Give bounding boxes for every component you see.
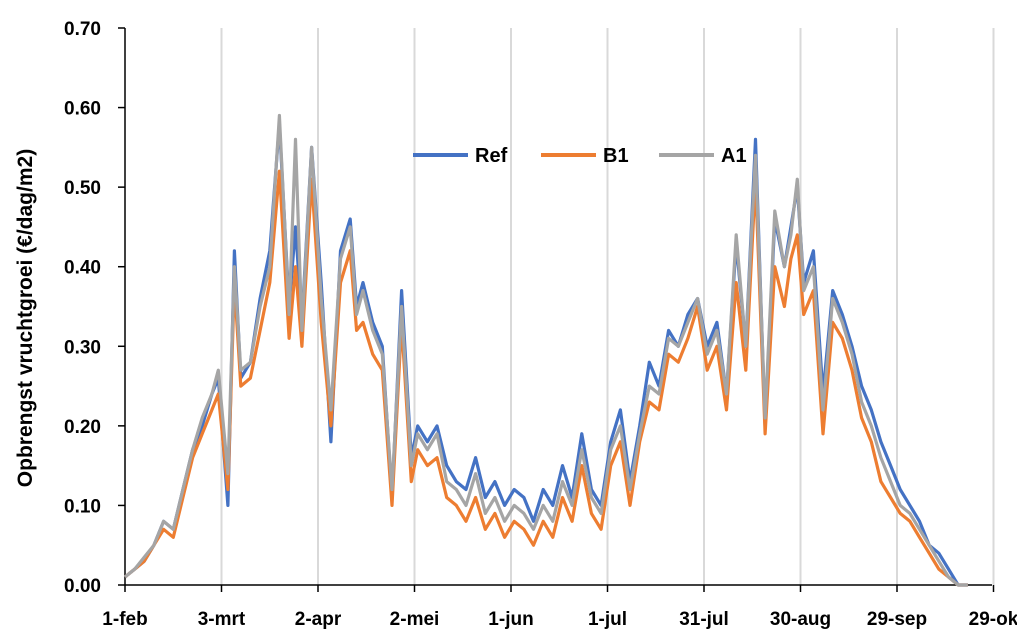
x-tick-label: 29-sep bbox=[867, 609, 927, 630]
y-axis-title: Opbrengst vruchtgroei (€/dag/m2) bbox=[14, 149, 37, 487]
y-tick-label: 0.00 bbox=[64, 576, 101, 597]
legend-label-b1: B1 bbox=[603, 145, 629, 167]
legend: Ref B1 A1 bbox=[413, 145, 747, 167]
x-tick-label: 2-apr bbox=[295, 609, 342, 630]
x-tick-label: 2-mei bbox=[390, 609, 440, 630]
x-tick-label: 3-mrt bbox=[198, 609, 246, 630]
x-tick-label: 1-feb bbox=[102, 609, 147, 630]
y-tick-label: 0.70 bbox=[64, 19, 101, 40]
y-tick-label: 0.30 bbox=[64, 337, 101, 358]
y-tick-label: 0.50 bbox=[64, 178, 101, 199]
y-tick-label: 0.40 bbox=[64, 258, 101, 279]
x-tick-label: 29-ok bbox=[969, 609, 1017, 630]
x-tick-label: 30-aug bbox=[770, 609, 831, 630]
gridlines bbox=[220, 28, 995, 585]
series-line-a1 bbox=[123, 113, 968, 587]
legend-label-ref: Ref bbox=[475, 145, 508, 167]
x-tick-label: 31-jul bbox=[679, 609, 729, 630]
y-tick-label: 0.60 bbox=[64, 99, 101, 120]
axes bbox=[124, 28, 992, 586]
x-axis-ticks: 1-feb 3-mrt 2-apr 2-mei 1-jun 1-jul 31-jul 30-a… bbox=[102, 585, 1017, 630]
x-tick-label: 1-jul bbox=[588, 609, 627, 630]
x-tick-label: 1-jun bbox=[488, 609, 533, 630]
y-tick-label: 0.10 bbox=[64, 496, 101, 517]
y-tick-label: 0.20 bbox=[64, 417, 101, 438]
y-axis-ticks: 0.00 0.10 0.20 0.30 0.40 0.50 0.60 0.70 bbox=[64, 19, 125, 597]
legend-label-a1: A1 bbox=[721, 145, 747, 167]
series-lines bbox=[123, 113, 968, 587]
